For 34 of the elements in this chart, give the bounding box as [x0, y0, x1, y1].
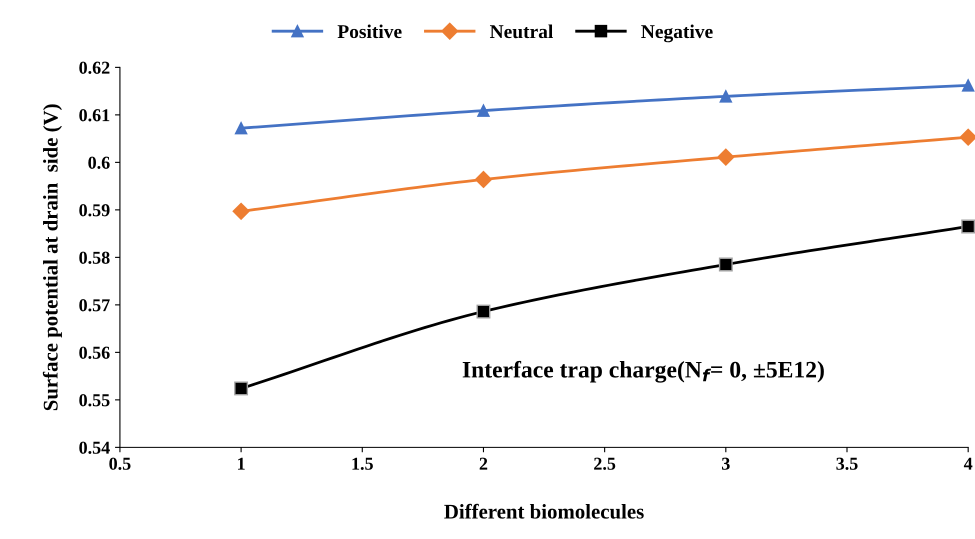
x-tick-label: 2.5: [594, 458, 616, 470]
x-axis-title: Different biomolecules: [444, 504, 644, 519]
point: [718, 258, 733, 272]
point: [474, 170, 492, 188]
legend-label: Positive: [338, 24, 402, 38]
y-tick-label: 0.55: [79, 394, 110, 406]
x-tick-label: 0.5: [109, 458, 131, 470]
y-tick-label: 0.54: [79, 442, 110, 454]
point: [962, 79, 974, 92]
x-tick-label: 3.5: [836, 458, 858, 470]
y-tick-label: 0.56: [79, 346, 110, 359]
point: [717, 148, 734, 166]
y-tick-label: 0.57: [79, 299, 110, 312]
y-tick-label: 0.62: [79, 62, 110, 74]
point: [234, 382, 248, 396]
point: [476, 304, 490, 318]
point: [477, 104, 490, 117]
x-tick-label: 3: [722, 458, 730, 470]
legend-label: Negative: [641, 24, 713, 42]
x-tick-label: 2: [480, 458, 488, 470]
x-tick-label: 1.5: [352, 458, 373, 470]
y-axis-title: Surface potential at drain side (V): [42, 104, 62, 410]
y-tick-label: 0.6: [88, 156, 110, 169]
point: [232, 202, 250, 220]
x-tick-label: 4: [964, 458, 972, 470]
y-tick-label: 0.59: [79, 204, 110, 216]
x-tick-label: 1: [238, 458, 245, 470]
point: [234, 122, 248, 134]
annotation: Interface trap charge(N$_{f}$= 0, ±5E12): [462, 360, 824, 383]
y-tick-label: 0.58: [79, 252, 110, 264]
legend-label: Neutral: [490, 24, 553, 38]
point: [720, 90, 732, 103]
y-tick-label: 0.61: [79, 109, 110, 122]
point: [961, 220, 975, 234]
